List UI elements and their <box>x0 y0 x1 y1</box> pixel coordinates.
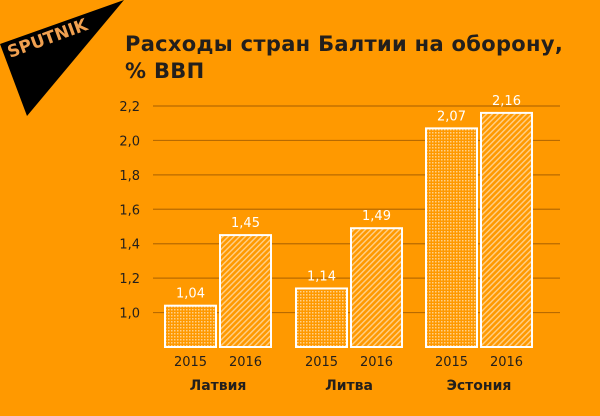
data-label: 1,04 <box>176 287 205 302</box>
x-tick-label: 2016 <box>360 355 393 370</box>
bar <box>480 111 533 348</box>
x-tick-label: 2015 <box>174 355 207 370</box>
data-label: 1,14 <box>307 269 336 284</box>
x-tick-label: 2015 <box>305 355 338 370</box>
group-label: Эстония <box>447 378 512 394</box>
y-tick-label: 2,0 <box>119 134 140 149</box>
data-label: 2,07 <box>437 109 466 124</box>
bar <box>295 287 348 349</box>
y-tick-label: 1,6 <box>119 203 140 218</box>
bar <box>219 234 272 349</box>
y-tick-label: 1,8 <box>119 169 140 184</box>
x-tick-label: 2016 <box>229 355 262 370</box>
bar <box>425 127 478 348</box>
x-tick-label: 2016 <box>490 355 523 370</box>
y-tick-label: 1,4 <box>119 238 140 253</box>
data-label: 1,49 <box>362 209 391 224</box>
y-tick-label: 2,2 <box>119 100 140 115</box>
bar <box>350 227 403 349</box>
y-tick-label: 1,0 <box>119 307 140 322</box>
y-tick-label: 1,2 <box>119 272 140 287</box>
data-label: 2,16 <box>492 94 521 109</box>
chart-title-line1: Расходы стран Балтии на оборону, <box>125 32 564 56</box>
x-tick-label: 2015 <box>435 355 468 370</box>
data-label: 1,45 <box>231 216 260 231</box>
chart-title: Расходы стран Балтии на оборону, % ВВП <box>125 31 563 85</box>
sputnik-logo: SPUTNIK <box>0 0 124 116</box>
bar <box>164 304 217 348</box>
group-label: Латвия <box>190 378 247 394</box>
group-label: Литва <box>325 378 373 394</box>
chart-title-line2: % ВВП <box>125 59 205 83</box>
